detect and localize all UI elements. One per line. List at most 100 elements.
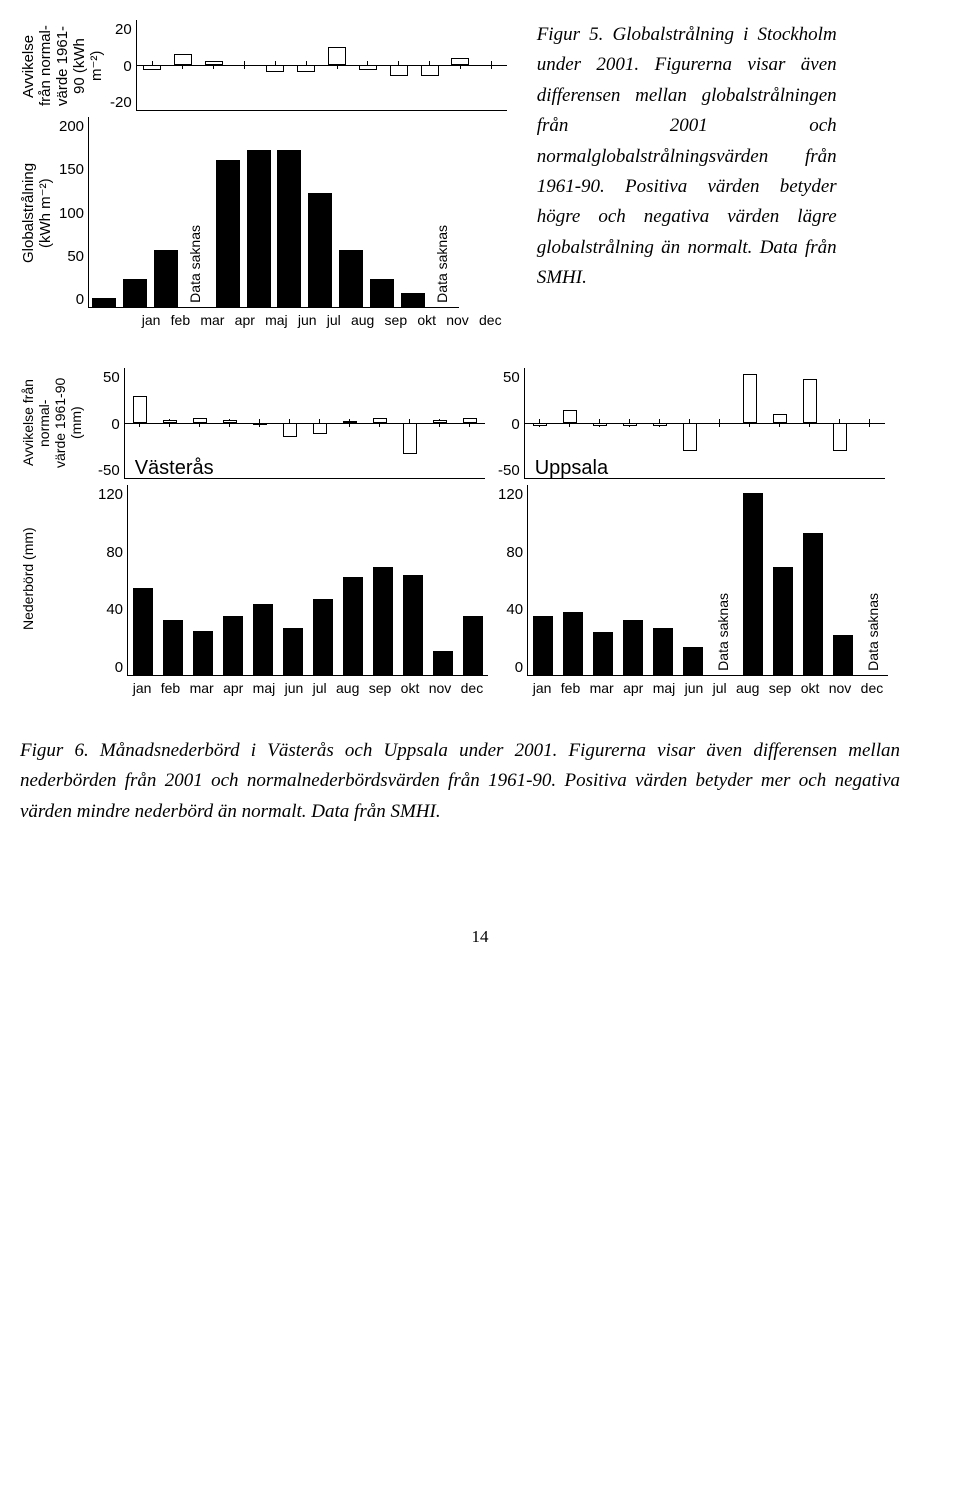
bar [283,485,303,675]
data-missing-label: Data saknas [187,225,203,303]
bar [283,368,297,478]
ytick: -50 [498,462,520,479]
bar-fill [623,620,643,675]
bar-fill [653,423,667,426]
xtick: jun [298,312,317,328]
bar-fill [403,575,423,675]
bar-fill [421,65,439,76]
bar-fill [463,616,483,675]
fig6-uppsala: 500-50 Uppsala 12080400 Data saknasData … [498,368,888,696]
xtick: jan [533,680,552,696]
bar [253,368,267,478]
bar [403,368,417,478]
bar-fill [563,612,583,675]
ytick: 40 [106,601,123,618]
bar [253,485,273,675]
bar [297,20,315,110]
bar [373,485,393,675]
bar-fill [313,599,333,675]
fig5-main-bars: Data saknas Data saknas [89,117,459,307]
bar-fill [401,293,425,307]
bar-fill [683,647,703,676]
bar-fill [205,61,223,66]
page-number: 14 [20,927,940,947]
bar-fill [743,374,757,424]
bar [743,485,763,675]
ytick: 120 [498,486,523,503]
bar [343,485,363,675]
ytick: 0 [515,659,523,676]
bar-fill [433,420,447,423]
fig5-main-plot: Data saknas Data saknas [88,117,459,308]
upp-xticks: janfebmaraprmajjunjulaugsepoktnovdec [528,680,888,696]
bar-fill [343,577,363,675]
bar-fill [533,616,553,675]
bar [133,485,153,675]
xtick: mar [590,680,614,696]
vast-main-yticks: 12080400 [98,486,123,676]
bar [370,117,394,307]
upp-dev-yticks: 500-50 [498,369,520,479]
xtick: jul [713,680,727,696]
data-missing-label: Data saknas [434,225,450,303]
bar-fill [223,420,237,423]
ytick: 0 [111,416,119,433]
bar-fill [683,423,697,451]
fig5-dev-plot [136,20,507,111]
bar [216,117,240,307]
bar [833,368,847,478]
bar [174,20,192,110]
bar [451,20,469,110]
bar [653,368,667,478]
fig5-xticks: janfebmaraprmajjunjulaugsepoktnovdec [137,312,507,328]
data-missing-label: Data saknas [865,593,881,671]
fig5-main-yticks: 200150100500 [59,118,84,308]
xtick: feb [561,680,580,696]
bar-fill [593,632,613,675]
bar [143,20,161,110]
xtick: dec [479,312,502,328]
xtick: jan [133,680,152,696]
bar [205,20,223,110]
bar [154,117,178,307]
xtick: okt [417,312,436,328]
bar [463,485,483,675]
bar-fill [390,65,408,76]
bar-fill [253,604,273,675]
bar-fill [223,616,243,675]
bar [403,485,423,675]
fig5-dev-bars [137,20,507,110]
bar-fill [277,150,301,307]
ytick: 50 [67,248,84,265]
bar [743,368,757,478]
bar: Data saknas [432,117,456,307]
xtick: apr [223,680,243,696]
fig6-caption: Figur 6. Månadsnederbörd i Västerås och … [20,736,900,827]
vast-dev-panel: 500-50 Västerås [98,368,488,479]
xtick: okt [801,680,820,696]
bar [773,485,793,675]
bar-fill [833,423,847,451]
fig6-dev-ylabel: Avvikelse från normal- värde 1961-90 (mm… [20,368,84,478]
bar-fill [533,423,547,426]
fig5-main-panel: Globalstrålning (kWh m⁻²) 200150100500 D… [20,117,507,308]
ytick: 0 [123,58,131,75]
bar [433,485,453,675]
ytick: -50 [98,462,120,479]
ytick: 200 [59,118,84,135]
upp-main-plot: Data saknasData saknas [527,485,888,676]
bar [223,368,237,478]
xtick: sep [769,680,792,696]
vast-main-panel: 12080400 [98,485,488,676]
bar-fill [283,628,303,676]
xtick: nov [446,312,469,328]
bar [373,368,387,478]
bar-fill [308,193,332,307]
bar [247,117,271,307]
fig5-dev-panel: Avvikelse från normal- värde 1961-90 (kW… [20,20,507,111]
xtick: jan [142,312,161,328]
ytick: 120 [98,486,123,503]
fig6-main-ylabel: Nederbörd (mm) [20,484,84,674]
bar [623,368,637,478]
bar-fill [247,150,271,307]
